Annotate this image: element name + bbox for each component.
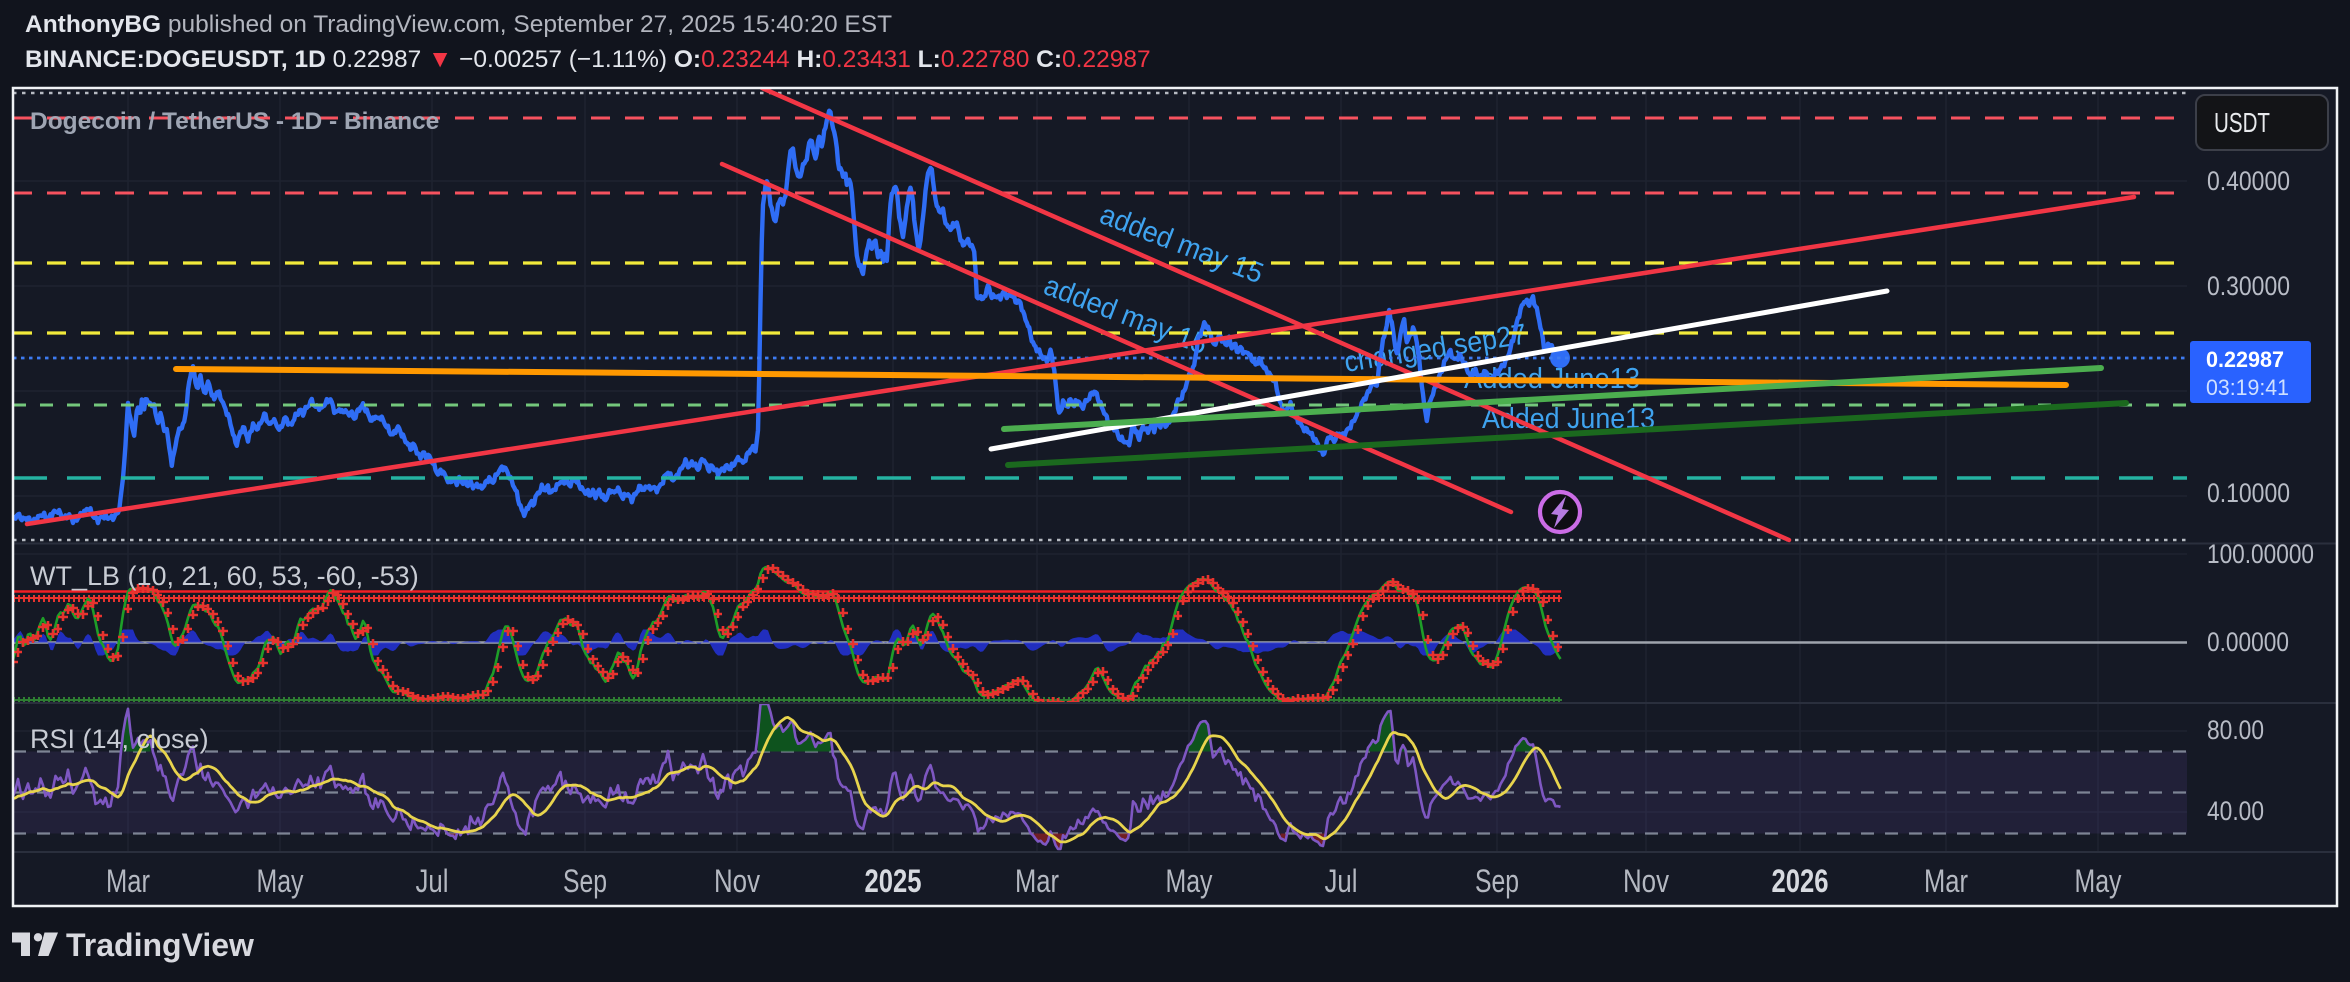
svg-text:May: May <box>257 863 304 899</box>
svg-text:May: May <box>1166 863 1213 899</box>
svg-text:Mar: Mar <box>1924 863 1968 899</box>
svg-text:03:19:41: 03:19:41 <box>2206 375 2289 400</box>
svg-text:May: May <box>2075 863 2122 899</box>
svg-text:RSI (14, close): RSI (14, close) <box>30 724 209 754</box>
svg-text:40.00: 40.00 <box>2207 796 2264 826</box>
svg-text:0.30000: 0.30000 <box>2207 271 2290 301</box>
svg-text:100.00000: 100.00000 <box>2207 539 2314 569</box>
svg-text:0.00000: 0.00000 <box>2207 627 2289 657</box>
svg-text:WT_LB (10, 21, 60, 53, -60, -5: WT_LB (10, 21, 60, 53, -60, -53) <box>30 561 419 591</box>
svg-text:Mar: Mar <box>106 863 150 899</box>
svg-text:0.40000: 0.40000 <box>2207 166 2290 196</box>
svg-text:Jul: Jul <box>416 863 449 899</box>
svg-text:2026: 2026 <box>1772 863 1829 899</box>
svg-text:Jul: Jul <box>1325 863 1358 899</box>
svg-text:0.10000: 0.10000 <box>2207 478 2290 508</box>
svg-text:Nov: Nov <box>1623 863 1669 899</box>
svg-text:AnthonyBG published on Trading: AnthonyBG published on TradingView.com, … <box>25 11 892 38</box>
svg-text:BINANCE:DOGEUSDT, 1D 0.22987 ▼: BINANCE:DOGEUSDT, 1D 0.22987 ▼ −0.00257 … <box>25 46 1151 73</box>
svg-text:Mar: Mar <box>1015 863 1059 899</box>
svg-text:Sep: Sep <box>1475 863 1519 899</box>
svg-text:USDT: USDT <box>2214 107 2270 138</box>
svg-text:80.00: 80.00 <box>2207 715 2264 745</box>
svg-text:2025: 2025 <box>865 863 922 899</box>
svg-text:Nov: Nov <box>714 863 760 899</box>
svg-text:Sep: Sep <box>563 863 607 899</box>
svg-text:0.22987: 0.22987 <box>2206 347 2284 372</box>
svg-text:Dogecoin / TetherUS - 1D - Bin: Dogecoin / TetherUS - 1D - Binance <box>30 108 439 135</box>
svg-text:TradingView: TradingView <box>66 927 254 963</box>
